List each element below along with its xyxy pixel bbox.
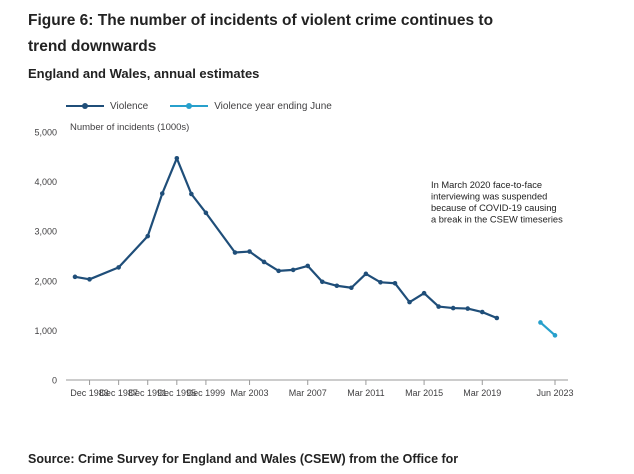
data-point-violence — [349, 285, 354, 291]
x-tick-label: Mar 2003 — [231, 388, 269, 398]
chart-legend: Violence Violence year ending June — [66, 99, 354, 113]
data-point-violence — [494, 315, 500, 321]
legend-label-violence: Violence — [110, 100, 149, 112]
x-tick-label: Dec 1995 — [158, 388, 197, 398]
legend-label-violence-june: Violence year ending June — [214, 100, 332, 112]
data-point-violence — [436, 304, 441, 309]
y-tick-label: 1,000 — [34, 326, 57, 336]
data-point-violence — [479, 309, 485, 315]
data-point-violence — [174, 155, 180, 161]
data-point-violence — [159, 191, 165, 196]
data-point-violence — [203, 210, 209, 216]
data-point-violence — [305, 263, 311, 269]
data-point-violence — [378, 279, 383, 285]
y-tick-label: 4,000 — [34, 177, 57, 187]
data-point-violence — [232, 250, 238, 255]
legend-swatch-violence — [66, 99, 104, 113]
chart-title: Figure 6: The number of incidents of vio… — [28, 12, 494, 55]
data-point-violence-june — [538, 320, 543, 325]
data-point-violence — [421, 290, 427, 296]
data-point-violence — [276, 268, 281, 274]
y-tick-label: 2,000 — [34, 276, 57, 286]
x-tick-label: Mar 2011 — [347, 388, 384, 398]
annotation-text: because of COVID-19 causing — [431, 203, 557, 213]
data-point-violence — [145, 233, 151, 239]
data-point-violence — [407, 299, 412, 305]
x-tick-label: Dec 1983 — [70, 388, 109, 398]
x-tick-label: Mar 2019 — [463, 388, 501, 398]
data-point-violence — [247, 249, 252, 254]
annotation-text: a break in the CSEW timeseries — [431, 215, 563, 225]
x-tick-label: Mar 2015 — [405, 388, 443, 398]
data-point-violence — [319, 279, 325, 285]
legend-item-violence[interactable]: Violence — [66, 99, 148, 113]
y-axis-label: Number of incidents (1000s) — [70, 122, 189, 133]
data-point-violence — [87, 277, 92, 282]
data-point-violence — [450, 305, 456, 311]
data-point-violence-june — [552, 333, 558, 338]
legend-swatch-violence-june — [170, 99, 209, 113]
annotation-text: interviewing was suspended — [431, 192, 547, 202]
data-point-violence — [363, 271, 369, 277]
data-point-violence — [465, 306, 471, 311]
data-point-violence — [261, 259, 267, 265]
source-note: Source: Crime Survey for England and Wal… — [28, 452, 459, 466]
x-tick-label: Dec 1999 — [187, 388, 226, 398]
data-point-violence — [392, 280, 398, 286]
data-point-violence — [116, 265, 121, 270]
x-tick-label: Mar 2007 — [289, 388, 327, 398]
y-tick-label: 0 — [52, 376, 57, 386]
x-tick-label: Dec 1987 — [99, 388, 138, 398]
annotation-text: In March 2020 face-to-face — [431, 180, 542, 190]
series-line-violence-june — [539, 321, 556, 337]
x-tick-label: Jun 2023 — [536, 388, 573, 398]
data-point-violence — [189, 191, 194, 197]
y-tick-label: 5,000 — [34, 128, 57, 138]
data-point-violence — [290, 267, 296, 273]
y-tick-label: 3,000 — [34, 227, 57, 237]
data-point-violence — [72, 274, 78, 280]
data-point-violence — [334, 283, 340, 289]
legend-item-violence-june[interactable]: Violence year ending June — [170, 99, 332, 113]
chart-subtitle: England and Wales, annual estimates — [28, 66, 260, 81]
x-tick-label: Dec 1991 — [128, 388, 167, 398]
